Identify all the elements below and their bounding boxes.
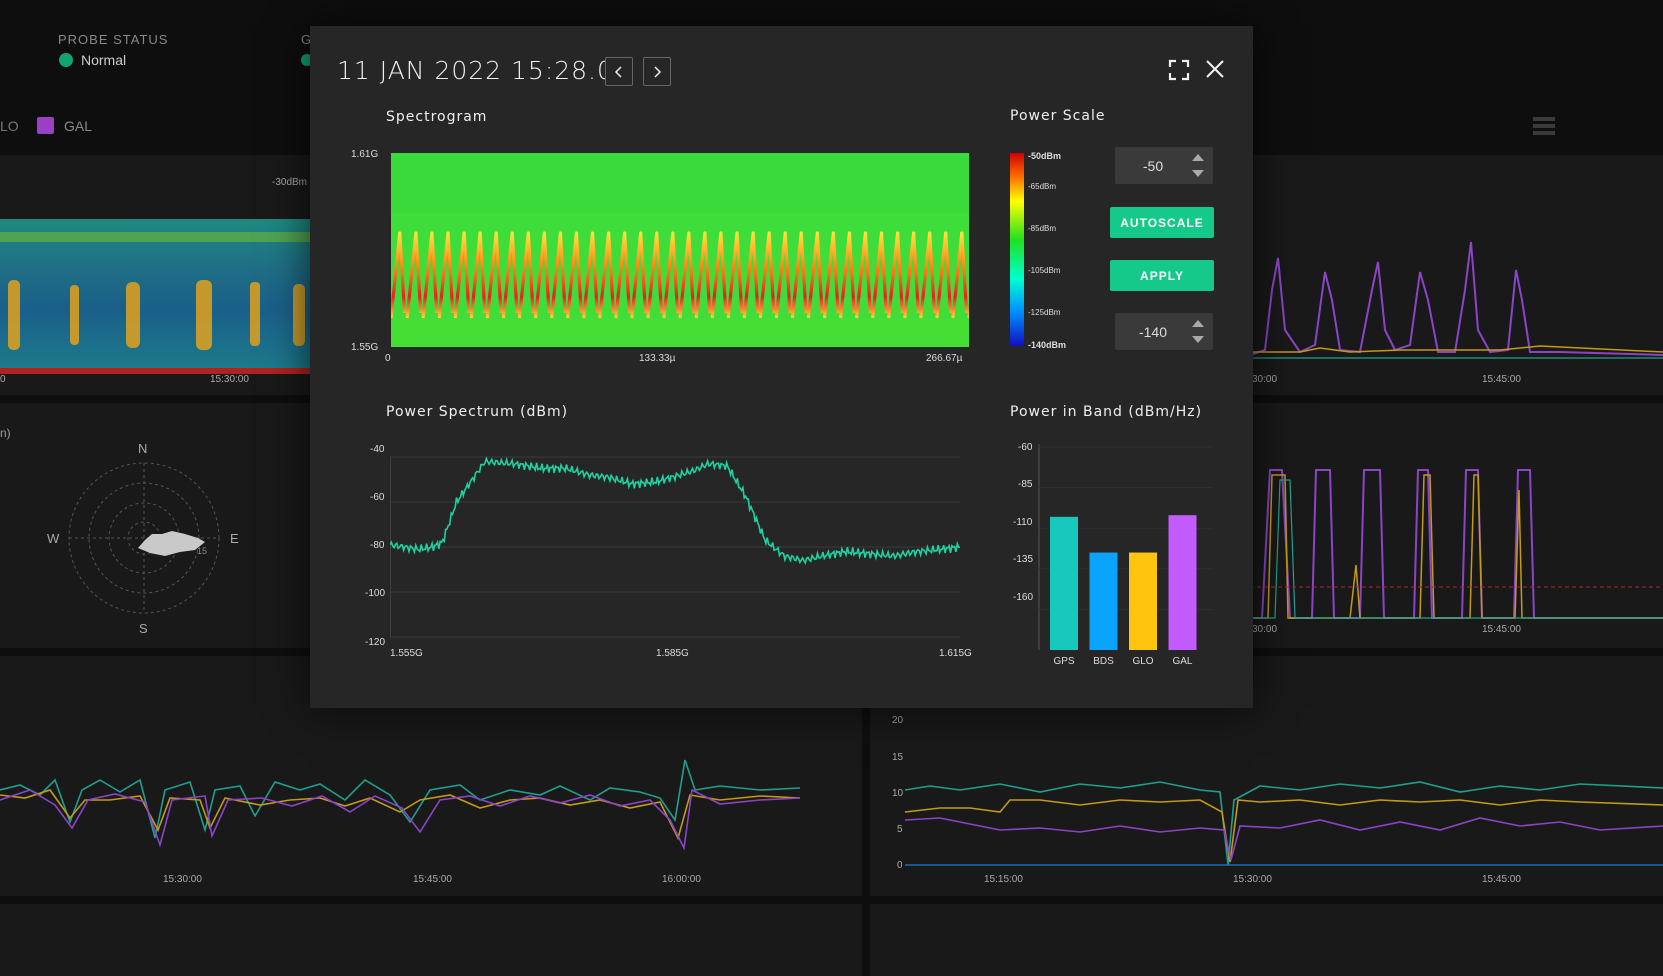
power-scale-label: -105dBm (1028, 266, 1061, 275)
spectrogram-title: Spectrogram (386, 109, 488, 125)
panel2-tick: 30:00 (1252, 374, 1278, 385)
power-scale-label: -65dBm (1028, 182, 1057, 191)
autoscale-button[interactable]: AUTOSCALE (1110, 207, 1214, 238)
compass-south: S (139, 621, 148, 636)
probe-status-value: Normal (81, 52, 127, 68)
chevron-right-icon (654, 65, 662, 78)
panel1-tick: 15:30:00 (210, 374, 249, 385)
spectrum-y-tick: -60 (370, 492, 385, 503)
next-button[interactable] (643, 57, 671, 86)
band-bar-glo (1129, 552, 1157, 650)
legend-gal-label[interactable]: GAL (64, 118, 93, 134)
panel3-tick: 15:45:00 (1482, 624, 1521, 635)
panel6-tick: 15:45:00 (1482, 874, 1521, 885)
spectrogram-y-top: 1.61G (351, 149, 379, 160)
spectrum-y-tick: -100 (365, 588, 386, 599)
panel6-ytick: 5 (897, 824, 903, 835)
panel6-ytick: 15 (892, 752, 904, 763)
panel6-tick: 15:15:00 (984, 874, 1023, 885)
close-icon[interactable] (1205, 59, 1225, 79)
band-x-label: GPS (1053, 656, 1074, 664)
band-y-tick: -110 (1013, 517, 1033, 528)
spectrogram-image (391, 153, 969, 347)
power-spectrum-plot (390, 456, 960, 638)
spectrogram-y-bottom: 1.55G (351, 342, 379, 353)
band-y-tick: -60 (1018, 442, 1033, 453)
panel5-tick: 15:45:00 (413, 874, 452, 885)
panel1-tick: 0 (0, 374, 6, 385)
legend-glo-label[interactable]: LO (0, 118, 19, 134)
spectrum-x-tick: 1.585G (656, 648, 689, 659)
band-bar-bds (1089, 552, 1118, 650)
band-x-label: BDS (1093, 656, 1114, 664)
compass-east: E (230, 531, 239, 546)
band-bar-gal (1168, 515, 1197, 650)
power-in-band-chart: GPS BDS GLO GAL (1038, 444, 1212, 664)
power-scale-label: -140dBm (1028, 340, 1067, 350)
increment-icon[interactable] (1192, 320, 1204, 327)
scale-max-stepper[interactable] (1115, 147, 1213, 184)
probe-status-label: PROBE STATUS (58, 32, 169, 47)
increment-icon[interactable] (1192, 154, 1204, 161)
band-bar-gps (1050, 516, 1078, 650)
panel1-scale-label: -30dBm (272, 177, 308, 188)
band-y-tick: -85 (1018, 479, 1033, 490)
power-scale-label: -50dBm (1028, 151, 1062, 161)
spectrum-series-line (390, 456, 960, 565)
scale-max-input[interactable] (1115, 147, 1191, 184)
spectrum-y-tick: -80 (370, 540, 385, 551)
decrement-icon[interactable] (1192, 170, 1204, 177)
prev-button[interactable] (605, 57, 633, 86)
band-x-label: GAL (1172, 656, 1192, 664)
panel2-tick: 15:45:00 (1482, 374, 1521, 385)
power-scale-title: Power Scale (1010, 108, 1106, 124)
power-spectrum-title: Power Spectrum (dBm) (386, 404, 569, 420)
second-status-label: G (301, 32, 312, 47)
spectrogram-x-tick: 266.67µ (926, 353, 963, 364)
band-x-label: GLO (1132, 656, 1153, 664)
compass-ring-label: 15 (197, 546, 208, 556)
power-scale-label: -85dBm (1028, 224, 1057, 233)
fullscreen-icon[interactable] (1168, 59, 1190, 81)
compass-panel-label: n) (0, 426, 11, 440)
compass-west: W (47, 531, 60, 546)
panel5-tick: 15:30:00 (163, 874, 202, 885)
band-y-tick: -135 (1013, 554, 1034, 565)
power-in-band-title: Power in Band (dBm/Hz) (1010, 404, 1203, 420)
spectrum-x-tick: 1.615G (939, 648, 972, 659)
apply-button[interactable]: APPLY (1110, 260, 1214, 291)
spectrum-y-tick: -120 (365, 637, 386, 648)
panel6-ytick: 0 (897, 860, 903, 871)
band-y-tick: -160 (1013, 592, 1034, 603)
list-view-icon[interactable] (1534, 113, 1556, 137)
panel6-ytick: 10 (892, 788, 904, 799)
spectrogram-x-tick: 133.33µ (639, 353, 676, 364)
panel3-tick: 30:00 (1252, 624, 1278, 635)
scale-min-stepper[interactable] (1115, 313, 1213, 350)
chevron-left-icon (614, 65, 622, 78)
power-scale-label: -125dBm (1028, 308, 1061, 317)
power-colorbar (1010, 153, 1024, 346)
panel6-tick: 15:30:00 (1233, 874, 1272, 885)
spectrum-detail-modal: 11 JAN 2022 15:28.01 Spectrogram 1.61G 1… (310, 26, 1253, 708)
compass-north: N (138, 441, 148, 456)
panel5-tick: 16:00:00 (662, 874, 701, 885)
decrement-icon[interactable] (1192, 336, 1204, 343)
modal-timestamp-title: 11 JAN 2022 15:28.01 (337, 56, 631, 85)
spectrum-x-tick: 1.555G (390, 648, 423, 659)
spectrum-y-tick: -40 (370, 444, 385, 455)
spectrogram-x-tick: 0 (385, 353, 391, 364)
spectrogram-chirp-trace (391, 231, 969, 319)
scale-min-input[interactable] (1115, 313, 1191, 350)
panel6-ytick: 20 (892, 715, 904, 726)
